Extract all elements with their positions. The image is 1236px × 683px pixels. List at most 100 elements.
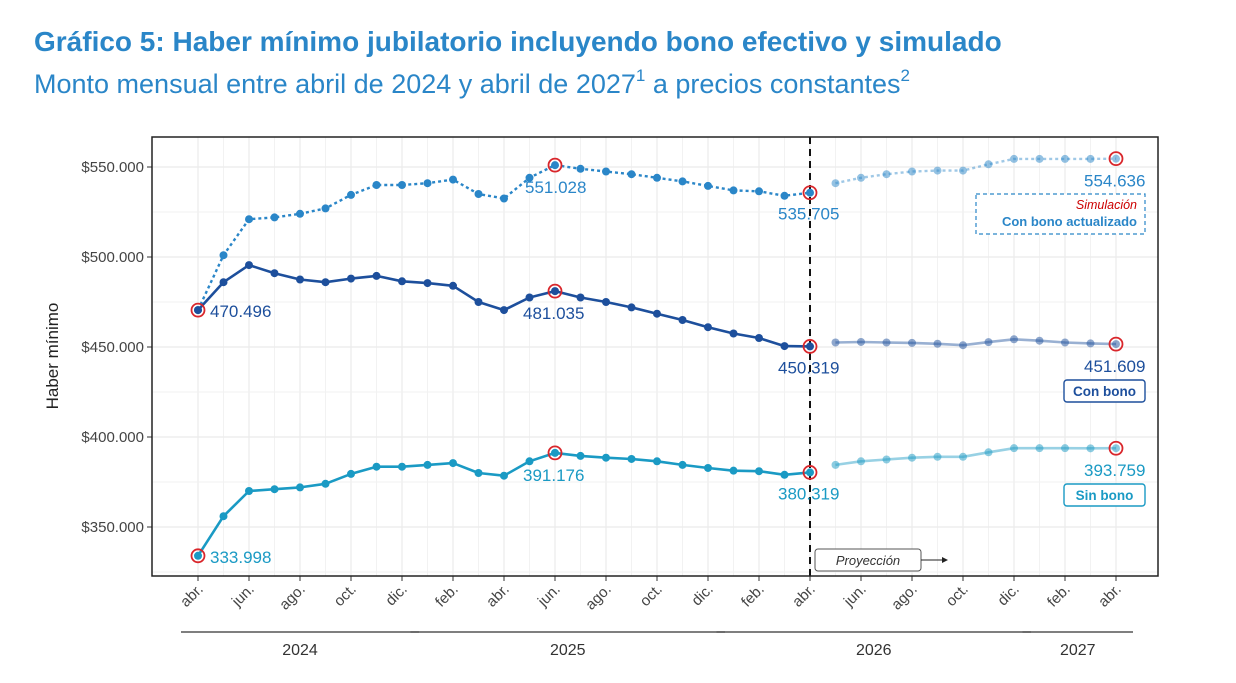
legend-simulacion-label: Simulación [1076, 198, 1137, 212]
highlight-ring-sin_bono [547, 445, 563, 461]
series-point-con_bono_actualizado [576, 164, 585, 173]
data-label-con_bono_actualizado: 551.028 [525, 178, 586, 197]
series-point-con_bono_actualizado [755, 187, 763, 196]
series-point-con_bono_actualizado [1010, 154, 1018, 163]
series-point-sin_bono [627, 454, 636, 463]
series-point-con_bono_actualizado [449, 175, 457, 184]
chart-subtitle: Monto mensual entre abril de 2024 y abri… [34, 66, 910, 100]
x-tick-label: ago. [582, 581, 615, 614]
highlight-ring-sin_bono [1108, 440, 1124, 456]
series-point-con_bono [627, 303, 636, 312]
legend-con-bono-label: Con bono [1073, 384, 1136, 399]
series-point-con_bono [576, 293, 585, 302]
y-tick-label: $400.000 [81, 429, 144, 446]
highlight-ring-con_bono [802, 339, 818, 354]
series-point-con_bono_actualizado [219, 251, 228, 260]
x-tick-label: dic. [994, 581, 1023, 610]
series-projection-line-con_bono [835, 338, 1117, 347]
series-point-con_bono_actualizado [933, 166, 942, 175]
series-point-sin_bono [296, 483, 304, 492]
series-point-con_bono [780, 342, 789, 351]
series-point-con_bono_actualizado [398, 181, 406, 189]
series-point-sin_bono [1010, 444, 1018, 453]
series-point-sin_bono [245, 487, 253, 495]
series-point-sin_bono [551, 448, 559, 457]
series-point-sin_bono [831, 460, 840, 469]
series-point-sin_bono [882, 455, 891, 464]
series-point-con_bono_actualizado [423, 179, 432, 188]
projection-arrow-head [942, 557, 948, 563]
x-tick-label: jun. [228, 581, 258, 611]
y-tick-label: $350.000 [81, 519, 144, 536]
series-point-con_bono [1010, 335, 1018, 344]
series-point-con_bono_actualizado [1061, 154, 1069, 163]
x-tick-label: feb. [738, 581, 768, 611]
series-point-sin_bono [194, 551, 202, 560]
series-point-con_bono [423, 279, 432, 288]
series-point-sin_bono [857, 457, 865, 466]
series-point-con_bono_actualizado [1086, 154, 1095, 163]
series-point-con_bono [372, 271, 381, 280]
x-tick-label: feb. [1044, 581, 1074, 611]
series-point-con_bono_actualizado [908, 167, 916, 176]
series-point-con_bono_actualizado [704, 181, 712, 190]
highlight-ring-sin_bono [190, 548, 206, 564]
series-point-con_bono [882, 338, 891, 347]
highlight-ring-con_bono [190, 302, 206, 318]
chart-title: Gráfico 5: Haber mínimo jubilatorio incl… [34, 26, 1002, 57]
series-point-sin_bono [1086, 444, 1095, 453]
x-tick-label: oct. [637, 581, 666, 610]
series-point-sin_bono [423, 460, 432, 469]
series-point-con_bono_actualizado [347, 190, 355, 199]
series-point-con_bono_actualizado [984, 160, 993, 169]
data-label-sin_bono: 393.759 [1084, 461, 1145, 480]
series-point-con_bono_actualizado [653, 173, 661, 182]
series-point-con_bono [755, 334, 763, 342]
series-point-con_bono_actualizado [780, 191, 789, 200]
series-point-con_bono_actualizado [525, 173, 534, 182]
series-point-sin_bono [372, 462, 381, 471]
y-tick-label: $450.000 [81, 339, 144, 356]
series-point-sin_bono [525, 457, 534, 466]
series-point-sin_bono [959, 452, 967, 461]
series-point-sin_bono [219, 512, 228, 521]
series-projection-line-con_bono_actualizado [835, 157, 1117, 185]
series-point-con_bono [831, 338, 840, 347]
subtitle-text-tail: a precios constantes [645, 69, 901, 99]
series-point-con_bono_actualizado [296, 209, 304, 218]
year-label: 2026 [856, 642, 892, 659]
series-point-con_bono_actualizado [627, 170, 636, 179]
year-label: 2024 [282, 642, 318, 659]
series-point-con_bono [806, 342, 814, 351]
series-point-sin_bono [321, 479, 330, 488]
highlight-ring-con_bono_actualizado [1108, 151, 1124, 167]
projection-label: Proyección [836, 553, 900, 568]
data-label-sin_bono: 391.176 [523, 466, 584, 485]
series-point-con_bono_actualizado [806, 188, 814, 197]
series-point-sin_bono [780, 470, 789, 479]
data-label-con_bono: 481.035 [523, 304, 584, 323]
series-point-con_bono [704, 323, 712, 332]
series-point-sin_bono [602, 453, 610, 462]
legend-box-sin-bono [1063, 483, 1146, 507]
data-label-con_bono: 450.319 [778, 358, 839, 377]
highlight-ring-con_bono_actualizado [547, 157, 563, 173]
series-point-con_bono [1086, 339, 1095, 348]
series-point-sin_bono [653, 457, 661, 466]
x-tick-label: jun. [840, 581, 870, 611]
highlight-ring-sin_bono [802, 465, 818, 480]
series-point-sin_bono [1112, 444, 1120, 453]
series-point-sin_bono [347, 469, 355, 478]
series-point-sin_bono [908, 453, 916, 462]
series-point-con_bono [1112, 340, 1120, 349]
series-point-con_bono_actualizado [678, 177, 687, 186]
series-point-con_bono_actualizado [831, 179, 840, 188]
y-axis-label: Haber mínimo [43, 303, 62, 410]
series-point-con_bono [270, 269, 279, 278]
x-tick-label: abr. [177, 581, 207, 611]
series-point-sin_bono [449, 459, 457, 468]
series-point-con_bono [194, 306, 202, 315]
series-point-con_bono_actualizado [1112, 154, 1120, 163]
x-tick-label: dic. [382, 581, 411, 610]
